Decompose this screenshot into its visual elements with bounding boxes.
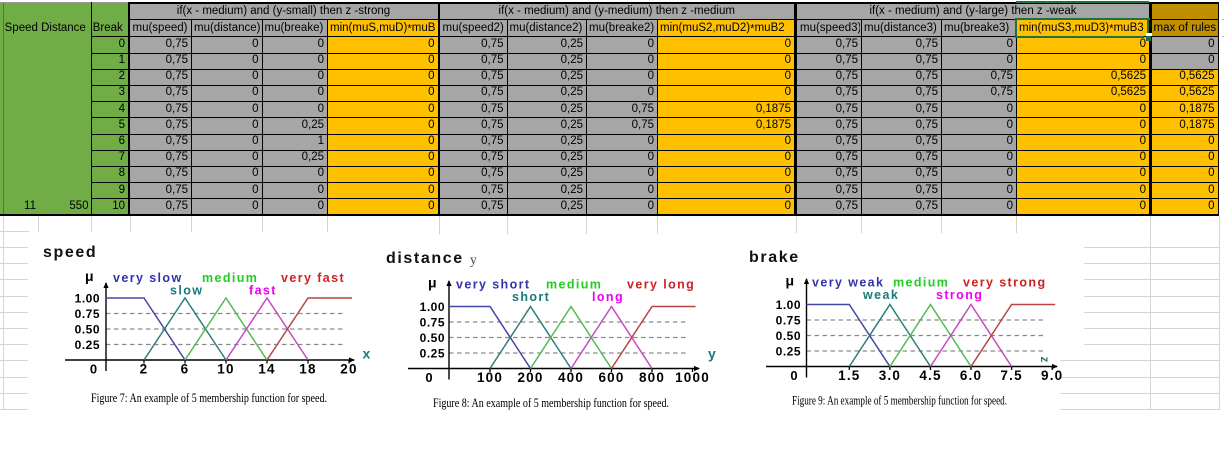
svg-text:slow: slow xyxy=(170,284,203,298)
svg-text:9.0: 9.0 xyxy=(1041,368,1063,383)
svg-text:medium: medium xyxy=(546,278,602,292)
svg-text:0.25: 0.25 xyxy=(420,347,445,361)
svg-text:3.0: 3.0 xyxy=(879,368,901,383)
svg-text:6.0: 6.0 xyxy=(960,368,982,383)
svg-text:0.50: 0.50 xyxy=(75,323,100,337)
svg-text:medium: medium xyxy=(893,276,949,290)
svg-text:Figure 8: An example of 5 memb: Figure 8: An example of 5 membership fun… xyxy=(433,396,669,410)
svg-text:μ: μ xyxy=(428,275,437,291)
svg-text:200: 200 xyxy=(517,370,543,385)
svg-text:1.5: 1.5 xyxy=(838,368,860,383)
svg-text:800: 800 xyxy=(639,370,665,385)
svg-text:z: z xyxy=(1038,357,1050,363)
svg-text:very strong: very strong xyxy=(963,276,1046,290)
svg-text:y: y xyxy=(470,252,477,267)
svg-text:strong: strong xyxy=(936,288,983,302)
svg-text:0.25: 0.25 xyxy=(75,338,100,352)
svg-text:10: 10 xyxy=(217,362,234,377)
svg-text:100: 100 xyxy=(477,370,503,385)
svg-text:0.25: 0.25 xyxy=(776,345,801,359)
svg-text:Figure 9: An example of 5 memb: Figure 9: An example of 5 membership fun… xyxy=(792,394,1007,408)
svg-text:1.00: 1.00 xyxy=(75,292,100,306)
svg-text:medium: medium xyxy=(202,271,258,285)
svg-text:0.50: 0.50 xyxy=(776,329,801,343)
svg-text:μ: μ xyxy=(85,268,94,284)
svg-text:4.5: 4.5 xyxy=(919,368,941,383)
svg-text:600: 600 xyxy=(598,370,624,385)
svg-text:0.75: 0.75 xyxy=(75,307,100,321)
svg-text:400: 400 xyxy=(558,370,584,385)
svg-text:2: 2 xyxy=(140,362,149,377)
svg-text:0: 0 xyxy=(90,362,97,377)
svg-text:weak: weak xyxy=(862,288,899,302)
svg-text:very slow: very slow xyxy=(113,271,183,285)
svg-text:0.75: 0.75 xyxy=(776,314,801,328)
svg-text:fast: fast xyxy=(249,284,277,298)
svg-text:14: 14 xyxy=(258,362,275,377)
svg-text:x: x xyxy=(363,346,371,362)
svg-text:very weak: very weak xyxy=(812,276,884,290)
svg-text:μ: μ xyxy=(786,273,795,289)
svg-text:very long: very long xyxy=(627,278,695,292)
svg-text:very short: very short xyxy=(456,278,530,292)
svg-text:y: y xyxy=(708,346,716,362)
svg-text:distance: distance xyxy=(386,250,464,267)
svg-text:1.00: 1.00 xyxy=(776,298,801,312)
svg-text:very fast: very fast xyxy=(281,271,345,285)
svg-text:7.5: 7.5 xyxy=(1000,368,1022,383)
svg-text:0: 0 xyxy=(425,370,432,385)
svg-text:0.50: 0.50 xyxy=(420,331,445,345)
svg-text:1.00: 1.00 xyxy=(420,300,445,314)
svg-text:speed: speed xyxy=(43,244,97,261)
svg-text:0: 0 xyxy=(790,368,797,383)
svg-text:0.75: 0.75 xyxy=(420,316,445,330)
svg-text:20: 20 xyxy=(340,362,357,377)
svg-text:Figure 7: An example of 5 memb: Figure 7: An example of 5 membership fun… xyxy=(91,391,327,405)
svg-text:18: 18 xyxy=(299,362,316,377)
svg-text:brake: brake xyxy=(749,249,800,266)
svg-text:short: short xyxy=(512,290,550,304)
svg-text:6: 6 xyxy=(181,362,190,377)
svg-text:long: long xyxy=(592,290,624,304)
svg-text:1000: 1000 xyxy=(675,370,710,385)
